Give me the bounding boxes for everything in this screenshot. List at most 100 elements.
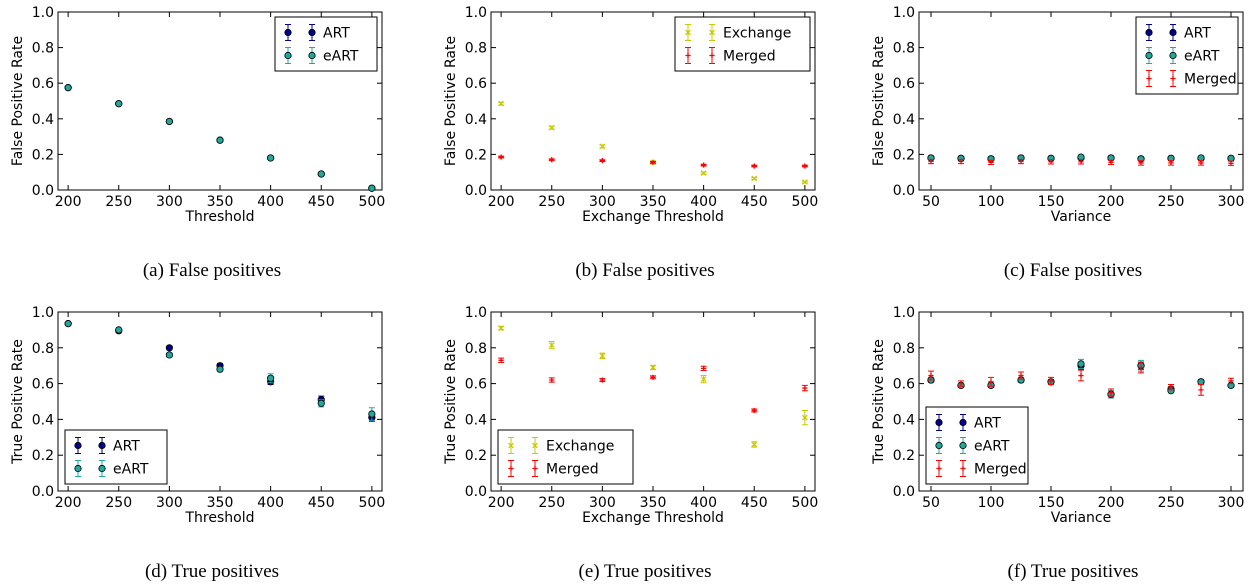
legend-label: Exchange (546, 439, 614, 455)
legend: Exchange Merged (674, 16, 811, 72)
x-tick-label: 450 (741, 495, 768, 511)
data-point (1168, 384, 1174, 390)
y-tick-label: 0.6 (893, 377, 915, 393)
y-tick-label: 0.0 (465, 183, 487, 199)
x-tick-label: 250 (105, 495, 132, 511)
legend-marker (98, 464, 106, 473)
series-eart (64, 84, 376, 192)
data-point (988, 159, 994, 166)
x-axis-label: Variance (1051, 209, 1111, 225)
data-point (700, 376, 707, 382)
x-tick-label: 250 (1158, 495, 1185, 511)
y-tick-label: 0.0 (32, 183, 54, 199)
x-tick-label: 300 (156, 194, 183, 210)
data-point (498, 154, 504, 160)
x-tick-label: 400 (257, 495, 284, 511)
x-tick-label: 200 (488, 495, 515, 511)
x-tick-label: 250 (538, 495, 565, 511)
y-tick-label: 0.2 (32, 448, 54, 464)
y-tick-label: 0.2 (893, 448, 915, 464)
chart-e: 200 250 300 350 400 450 500 0.0 0.2 0.4 0.6 0.8 1.0 E… (443, 305, 818, 582)
y-axis-label: False Positive Rate (10, 36, 26, 166)
data-point (1138, 160, 1144, 166)
chart-caption: (c) False positives (1004, 260, 1142, 281)
legend-marker (959, 418, 967, 427)
legend-label: Merged (974, 462, 1027, 478)
data-point (701, 162, 707, 168)
legend-label: ART (974, 416, 1001, 432)
series-merged (928, 158, 1234, 166)
data-point (368, 184, 376, 192)
legend-box (497, 429, 634, 485)
legend-marker (284, 28, 292, 37)
legend-marker (508, 442, 514, 449)
x-tick-label: 300 (1218, 194, 1245, 210)
x-axis-label: Variance (1051, 510, 1111, 526)
y-tick-label: 0.0 (893, 183, 915, 199)
legend-box (925, 406, 1029, 485)
data-point (1078, 372, 1084, 379)
x-tick-label: 300 (589, 495, 616, 511)
chart-caption: (b) False positives (575, 260, 714, 281)
x-axis-label: Threshold (185, 510, 255, 526)
data-point (802, 179, 808, 185)
data-point (64, 320, 72, 328)
x-tick-label: 400 (257, 194, 284, 210)
legend-marker (685, 29, 691, 36)
data-point (599, 158, 605, 164)
data-point (1198, 160, 1204, 166)
y-tick-label: 0.2 (465, 147, 487, 163)
plot-frame (918, 11, 1244, 191)
chart-d: 200 250 300 350 400 450 500 0.0 0.2 0.4 0.6 0.8 1.0 T… (10, 305, 385, 582)
legend-box (674, 16, 811, 72)
x-tick-label: 500 (792, 495, 819, 511)
data-point (751, 175, 758, 182)
x-tick-label: 450 (741, 194, 768, 210)
series-merged (928, 361, 1234, 397)
series-eart (64, 320, 376, 421)
data-point (1198, 387, 1204, 393)
legend: ART eART Merged (1135, 16, 1239, 95)
y-tick-label: 0.6 (32, 76, 54, 92)
y-axis-label: False Positive Rate (871, 36, 887, 166)
data-point (1197, 154, 1205, 162)
legend-marker (74, 441, 82, 450)
legend-label: Merged (1184, 72, 1237, 88)
x-tick-label: 450 (308, 495, 335, 511)
data-point (650, 159, 656, 166)
chart-caption: (f) True positives (1008, 561, 1139, 582)
data-point (958, 158, 964, 165)
chart-caption: (d) True positives (145, 561, 279, 582)
data-point (549, 377, 555, 383)
x-tick-label: 200 (55, 194, 82, 210)
x-tick-label: 50 (922, 495, 940, 511)
chart-b: 200 250 300 350 400 450 500 0.0 0.2 0.4 0.6 0.8 1.0 E… (443, 5, 818, 281)
x-tick-label: 300 (589, 194, 616, 210)
x-tick-label: 100 (978, 495, 1005, 511)
legend-label: eART (323, 49, 359, 65)
data-point (701, 365, 707, 371)
y-tick-label: 1.0 (893, 305, 915, 321)
legend-marker (284, 51, 292, 60)
legend-marker (532, 465, 538, 472)
legend-label: eART (1184, 49, 1220, 65)
data-point (751, 407, 757, 414)
x-tick-label: 400 (690, 194, 717, 210)
y-axis-label: True Positive Rate (10, 339, 26, 465)
x-tick-label: 500 (792, 194, 819, 210)
data-point (802, 163, 808, 169)
data-point (267, 374, 275, 382)
legend-marker (1146, 75, 1152, 82)
x-axis-label: Threshold (185, 209, 255, 225)
y-tick-label: 0.8 (893, 341, 915, 357)
data-point (928, 158, 934, 165)
y-tick-label: 0.0 (32, 484, 54, 500)
y-axis-label: True Positive Rate (871, 339, 887, 465)
data-point (115, 326, 123, 334)
legend-label: Merged (723, 49, 776, 65)
data-point (1108, 159, 1114, 166)
x-tick-label: 200 (1098, 194, 1125, 210)
data-point (1108, 389, 1114, 396)
data-point (1228, 160, 1234, 166)
x-tick-label: 250 (1158, 194, 1185, 210)
